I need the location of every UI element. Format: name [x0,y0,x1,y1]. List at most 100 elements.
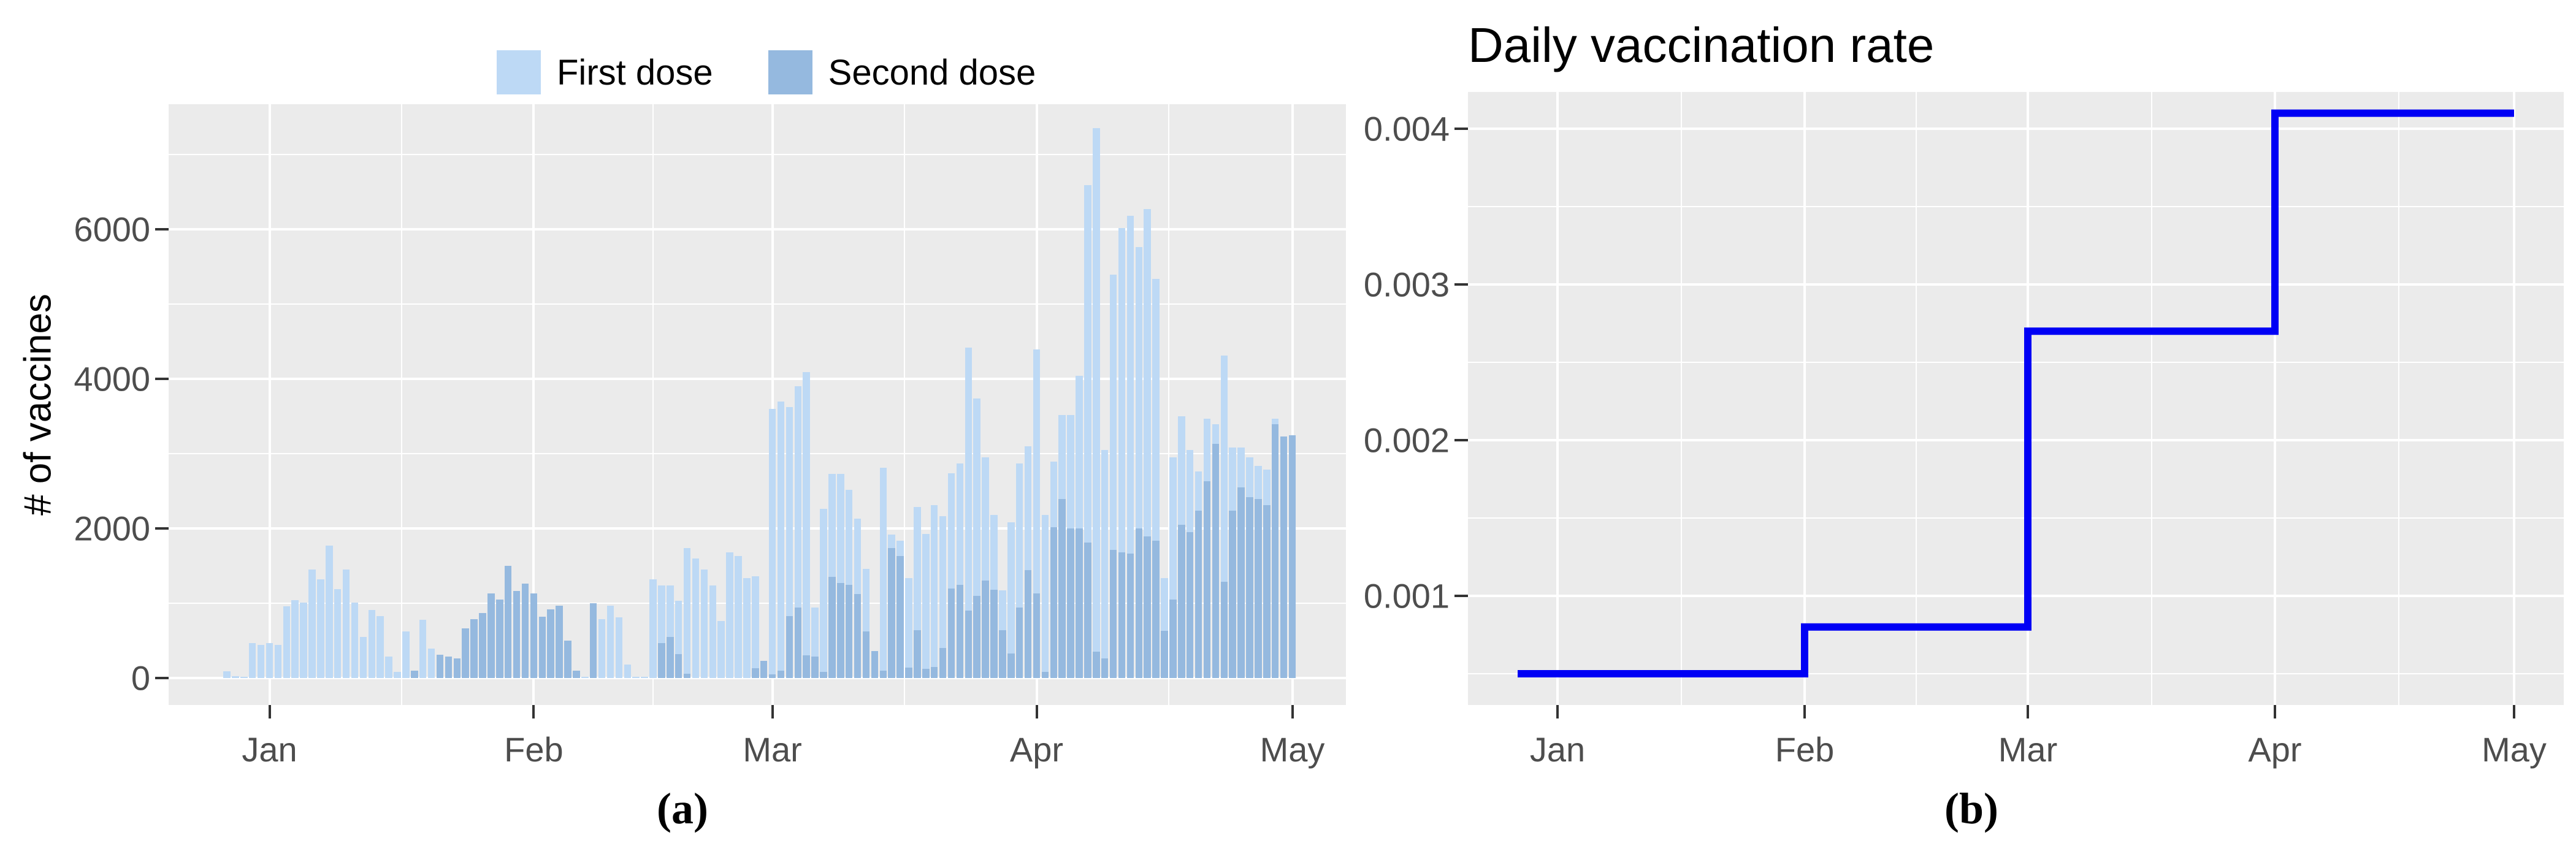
bar-first-dose [930,505,938,678]
gridline-major-h [1468,595,2564,597]
bar-second-dose [1263,505,1271,678]
bar-first-dose [1161,577,1168,678]
bar-first-dose [803,372,810,678]
bar-second-dose [556,605,563,678]
bar-first-dose [385,656,392,678]
bar-first-dose [232,676,239,678]
bar-second-dose [496,599,503,678]
bar-second-dose [1178,524,1185,678]
bar-second-dose [1084,542,1091,678]
panel-a-x-tick-label: Apr [1009,730,1064,769]
bar-second-dose [1007,653,1015,678]
gridline-minor-h [169,154,1346,155]
bar-first-dose [632,676,640,678]
bar-first-dose [922,533,930,678]
gridline-minor-v [400,104,402,705]
bar-second-dose [1288,435,1296,678]
panel-a-caption: (a) [657,784,708,833]
bar-first-dose [947,473,955,678]
gridline-major-v [2513,92,2515,705]
panel-b-x-tick-mark [2027,705,2029,718]
bar-second-dose [1109,550,1117,678]
bar-second-dose [862,631,870,678]
bar-first-dose [845,489,853,678]
gridline-major-h [1468,439,2564,441]
gridline-major-v [771,104,774,705]
gridline-major-v [1556,92,1559,705]
bar-first-dose [1084,185,1091,678]
bar-second-dose [1067,528,1074,678]
bar-first-dose [777,401,785,678]
bar-first-dose [1152,278,1160,678]
bar-second-dose [1203,481,1211,678]
bar-first-dose [752,576,759,678]
bar-first-dose [692,558,700,678]
panel-b-x-tick-mark [1556,705,1559,718]
vaccination-rate-step-line [1518,109,2514,677]
bar-second-dose [411,670,418,678]
bar-second-dose [811,656,819,678]
bar-first-dose [1126,216,1134,678]
panel-b-x-tick-mark [1803,705,1806,718]
bar-first-dose [1101,449,1109,678]
bar-first-dose [649,579,657,678]
panel-b-y-tick-mark [1454,283,1468,286]
bar-first-dose [376,615,384,678]
legend-swatch-second-dose [768,50,812,94]
bar-first-dose [735,556,742,678]
bar-first-dose [1144,209,1151,678]
bar-first-dose [1033,349,1041,678]
gridline-major-v [268,104,271,705]
bar-second-dose [752,668,759,678]
bar-second-dose [1229,510,1236,678]
gridline-major-h [1468,128,2564,130]
gridline-minor-h [1468,362,2564,363]
bar-second-dose [999,630,1006,678]
gridline-major-h [169,527,1346,530]
panel-a-y-axis-title: # of vaccines [17,294,59,516]
bar-first-dose [334,589,342,678]
panel-a-y-tick-mark [155,527,169,530]
bar-first-dose [368,609,376,678]
bar-second-dose [939,648,947,678]
bar-first-dose [939,516,947,678]
bar-second-dose [589,603,597,678]
bar-second-dose [1135,528,1143,678]
bar-second-dose [1076,528,1083,678]
panel-a-x-tick-mark [1291,705,1294,718]
gridline-major-v [1291,104,1294,705]
bar-first-dose [675,601,682,678]
bar-first-dose [1220,356,1228,678]
bar-first-dose [768,408,776,678]
gridline-minor-v [1680,92,1682,705]
bar-second-dose [1015,608,1023,678]
panel-a-y-tick-mark [155,228,169,231]
bar-first-dose [291,600,299,678]
panel-b-title: Daily vaccination rate [1468,18,1935,72]
bar-second-dose [1058,499,1066,678]
bar-first-dose [606,605,614,678]
panel-b-x-tick-label: May [2482,730,2547,769]
bar-first-dose [1024,446,1032,678]
bar-second-dose [871,651,879,678]
bar-second-dose [965,611,973,678]
bar-first-dose [717,621,725,678]
bar-first-dose [828,473,836,678]
bar-second-dose [905,667,912,678]
bar-first-dose [419,619,427,678]
panel-a-y-tick-mark [155,378,169,380]
bar-second-dose [820,672,827,678]
bar-second-dose [1169,599,1177,678]
legend: First dose Second dose [497,48,1036,97]
bar-second-dose [1161,631,1168,678]
gridline-minor-h [1468,517,2564,519]
bar-first-dose [274,645,282,678]
bar-first-dose [598,619,606,678]
gridline-major-v [2274,92,2276,705]
panel-b-x-tick-label: Jan [1529,730,1586,769]
bar-second-dose [564,641,571,678]
bar-second-dose [777,670,785,678]
bar-first-dose [1169,457,1177,678]
bar-first-dose [683,547,691,678]
gridline-minor-v [904,104,906,705]
